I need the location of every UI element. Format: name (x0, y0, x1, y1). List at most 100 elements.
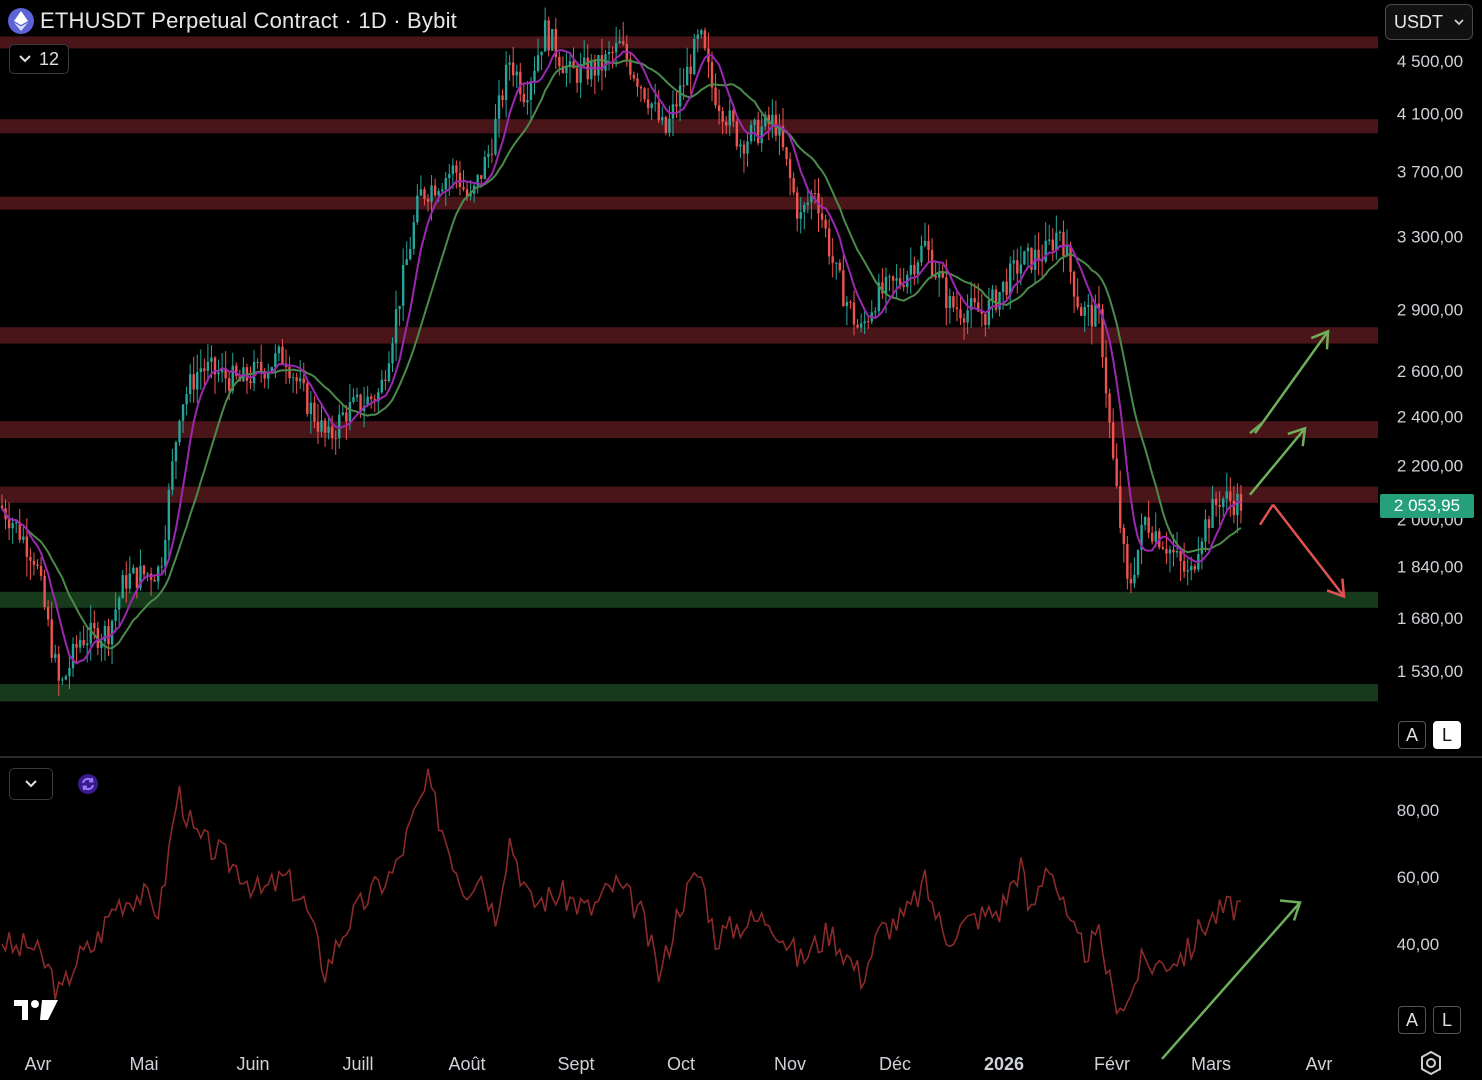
candle (1090, 295, 1094, 345)
moving-averages (1, 49, 1242, 665)
candle (469, 180, 472, 201)
candle (302, 362, 305, 392)
candle (43, 569, 46, 611)
candle (1037, 232, 1040, 276)
candle (206, 343, 210, 382)
candle (746, 133, 749, 167)
time-tick-label: Août (448, 1054, 485, 1074)
chart-title: ETHUSDT Perpetual Contract · 1D · Bybit (40, 8, 457, 33)
candle (1140, 513, 1143, 564)
candle (1087, 293, 1090, 327)
candle (281, 338, 284, 365)
time-tick-label: Sept (557, 1054, 594, 1074)
candle (409, 236, 412, 261)
candle (551, 28, 554, 52)
candle (1222, 496, 1225, 517)
candle (842, 254, 845, 307)
settings-icon[interactable] (1418, 1050, 1444, 1076)
auto-scale-button[interactable]: A (1398, 721, 1426, 749)
pane-separator[interactable] (0, 756, 1482, 758)
candle (870, 300, 873, 325)
time-tick-label: Juin (236, 1054, 269, 1074)
time-tick-label: Mars (1191, 1054, 1231, 1074)
log-scale-button[interactable]: L (1433, 721, 1461, 749)
candle (82, 625, 85, 648)
price-tick-label: 3 700,00 (1397, 163, 1463, 182)
candle (881, 268, 884, 299)
rsi-line (1, 768, 1241, 1016)
candle (739, 139, 742, 159)
candle (1065, 229, 1069, 258)
indicators-count: 12 (38, 48, 60, 69)
candle (263, 368, 266, 389)
resistance-zone (0, 486, 1378, 503)
candle (284, 349, 288, 385)
candle (1009, 256, 1012, 310)
candle (1147, 500, 1150, 539)
candle (352, 388, 355, 404)
price-tick-label: 2 900,00 (1397, 300, 1463, 319)
candle (753, 118, 756, 142)
candle (668, 105, 671, 137)
candle (867, 316, 870, 329)
time-tick-label: Avr (1306, 1054, 1333, 1074)
candle (756, 111, 760, 146)
candle (852, 290, 856, 336)
candle (306, 379, 309, 417)
candle (423, 186, 426, 206)
time-tick-label: Févr (1094, 1054, 1130, 1074)
candle (902, 267, 905, 292)
indicators-toggle-button[interactable]: 12 (9, 44, 69, 74)
candle (334, 430, 337, 455)
candle (309, 391, 313, 434)
candle (135, 567, 139, 599)
currency-select[interactable]: USDT (1385, 4, 1473, 40)
candle (1069, 241, 1072, 284)
candle (46, 600, 50, 627)
candle (384, 370, 387, 391)
candle (678, 67, 682, 121)
candle (1080, 303, 1083, 316)
candle (153, 576, 156, 582)
chevron-down-icon (19, 55, 31, 63)
candle (614, 26, 618, 68)
candle (483, 150, 486, 180)
candle (1204, 509, 1207, 552)
candle (515, 64, 518, 88)
candle (15, 520, 18, 534)
candle (64, 674, 68, 681)
rsi-auto-scale-button[interactable]: A (1398, 1006, 1426, 1034)
candle (295, 372, 298, 394)
candle (1186, 559, 1189, 586)
candle (930, 238, 934, 279)
candle (1072, 270, 1076, 314)
rsi-log-scale-button[interactable]: L (1433, 1006, 1461, 1034)
candle (703, 27, 707, 51)
rsi-tick-label: 40,00 (1397, 935, 1440, 954)
candle (714, 73, 717, 109)
tradingview-logo[interactable] (12, 996, 60, 1024)
candle (1229, 477, 1232, 517)
candle (820, 197, 824, 229)
price-tick-label: 2 600,00 (1397, 362, 1463, 381)
candle (1097, 285, 1101, 324)
chevron-down-icon (1454, 18, 1464, 25)
candle (529, 77, 533, 120)
candle (1058, 230, 1062, 242)
candle (1030, 247, 1033, 274)
candle (167, 483, 171, 559)
rsi-collapse-button[interactable] (9, 768, 53, 800)
candle (1016, 248, 1019, 294)
candle (416, 184, 419, 226)
candle (962, 313, 966, 340)
price-zones (0, 36, 1378, 702)
candle (387, 351, 391, 383)
candle (142, 564, 146, 580)
candle (426, 193, 430, 212)
candle (203, 358, 206, 385)
candle (323, 417, 327, 447)
candle (629, 52, 632, 80)
candle (874, 307, 877, 318)
refresh-icon[interactable] (74, 770, 102, 798)
